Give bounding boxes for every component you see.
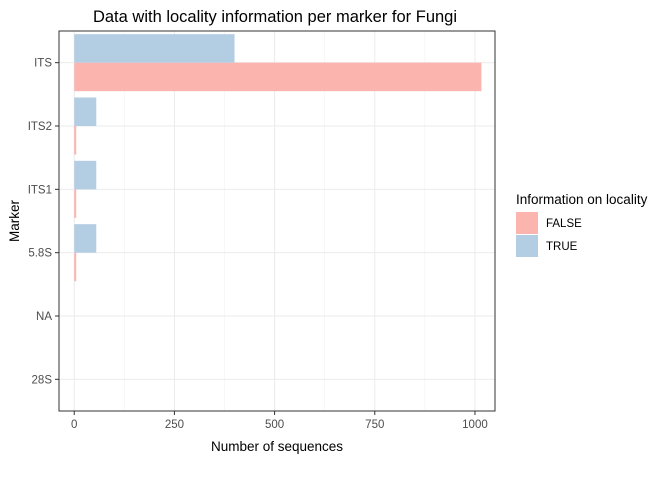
bar-true-its2 [74,97,97,126]
legend-label-true: TRUE [546,241,578,253]
legend: Information on locality FALSE TRUE [516,192,648,257]
x-tick-label: 500 [265,419,284,431]
y-tick-label: ITS [34,58,52,70]
y-tick-label: ITS2 [28,121,52,133]
legend-title: Information on locality [516,192,648,207]
y-tick-label: NA [36,311,52,323]
y-tick-label: 28S [32,374,53,386]
y-tick-label: ITS1 [28,184,52,196]
bar-true-5-8s [74,224,97,253]
bar-layer [74,34,482,282]
legend-key-false [516,212,538,234]
y-tick-label: 5.8S [28,248,52,260]
x-tick-label: 0 [71,419,77,431]
bar-false-its [74,62,482,92]
bar-true-its [74,34,235,63]
chart-title: Data with locality information per marke… [93,8,457,26]
plot-panel-border [58,30,496,412]
bar-true-its1 [74,160,97,190]
legend-key-true [516,235,538,257]
axis-layer: 0 250 500 750 1000 ITS ITS2 ITS1 5.8S NA 28S [28,58,488,431]
legend-label-false: FALSE [546,218,582,230]
x-tick-label: 1000 [462,419,488,431]
x-tick-label: 250 [165,419,184,431]
bar-false-its2 [74,126,77,155]
x-tick-label: 750 [365,419,384,431]
x-axis-title: Number of sequences [211,439,343,454]
bar-false-5-8s [74,252,77,282]
y-axis-title: Marker [7,200,22,243]
bar-false-its1 [74,189,77,218]
